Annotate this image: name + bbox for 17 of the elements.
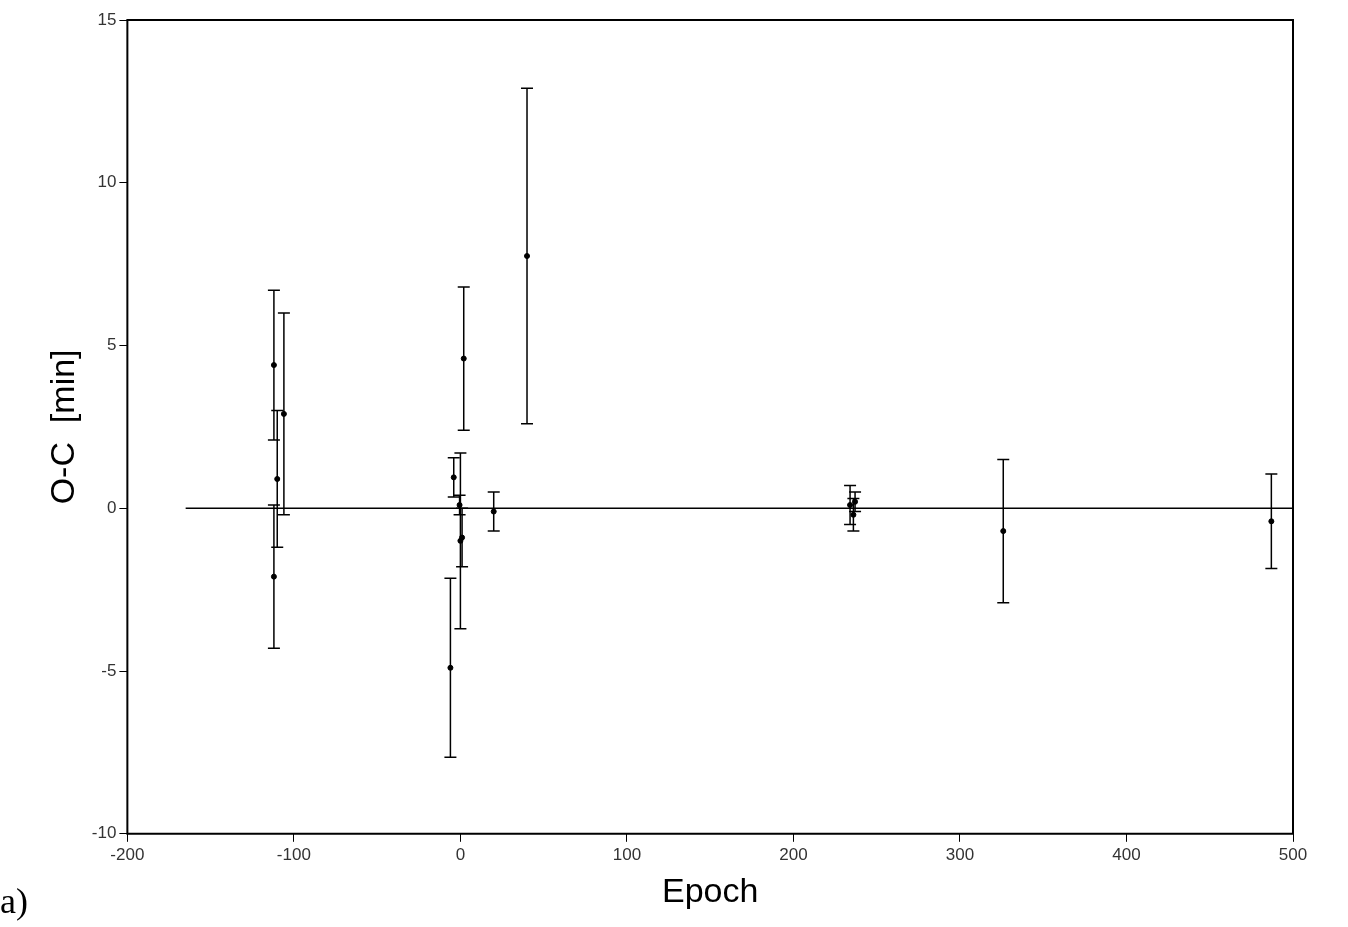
y-axis-title: O-C [min] <box>42 349 81 505</box>
x-tick-label: 100 <box>612 844 642 864</box>
y-tick-label: 15 <box>97 9 117 29</box>
x-tick-label: 500 <box>1278 844 1308 864</box>
x-tick-label: -100 <box>276 844 311 864</box>
text: a) <box>0 880 28 922</box>
x-tick-label: 200 <box>779 844 808 864</box>
x-tick-label: -200 <box>110 844 145 864</box>
y-tick-label: 10 <box>97 172 117 192</box>
x-tick-label: 300 <box>945 844 975 864</box>
y-tick-label: 0 <box>106 497 117 517</box>
y-tick-label: 5 <box>106 335 117 355</box>
x-tick-label: 0 <box>455 844 466 864</box>
y-tick-label: -10 <box>91 823 117 843</box>
x-axis-title: Epoch <box>661 870 759 909</box>
y-tick-label: -5 <box>101 660 117 680</box>
x-tick-label: 400 <box>1112 844 1141 864</box>
